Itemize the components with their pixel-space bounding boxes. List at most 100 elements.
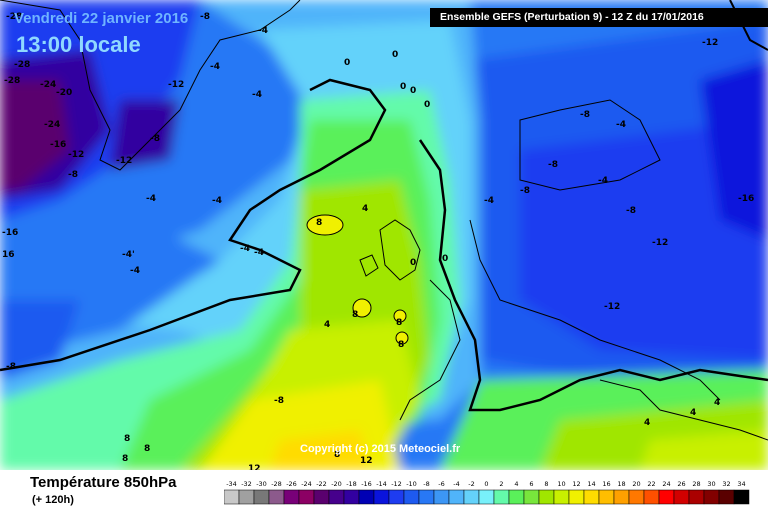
contour-label: -8 bbox=[200, 12, 210, 22]
contour-label: -4 bbox=[210, 62, 220, 72]
contour-label: 4 bbox=[690, 408, 696, 418]
scale-swatch bbox=[553, 489, 570, 505]
contour-label: 8 bbox=[122, 454, 128, 464]
contour-label: -4 bbox=[258, 26, 268, 36]
scale-swatch bbox=[283, 489, 300, 505]
contour-label: -8 bbox=[520, 186, 530, 196]
contour-label: -20 bbox=[56, 88, 72, 98]
scale-swatch bbox=[448, 489, 465, 505]
scale-tick-label: -8 bbox=[423, 480, 429, 488]
scale-swatch bbox=[688, 489, 705, 505]
scale-tick-label: -4 bbox=[453, 480, 459, 488]
contour-label: 8 bbox=[334, 450, 340, 460]
scale-tick-label: 20 bbox=[632, 480, 640, 488]
scale-tick-label: 26 bbox=[677, 480, 685, 488]
contour-label: -12 bbox=[652, 238, 668, 248]
scale-swatch bbox=[478, 489, 495, 505]
scale-tick-label: 18 bbox=[617, 480, 625, 488]
contour-label: 0 bbox=[442, 254, 448, 264]
temperature-map: -28 -8 -4 -12 -28 -24 -28 -20 -12 -4 -4 0 0 0 0 0 -24 -16… bbox=[0, 0, 768, 470]
scale-tick-label: -14 bbox=[376, 480, 387, 488]
scale-swatch bbox=[388, 489, 405, 505]
scale-tick-label: 4 bbox=[514, 480, 518, 488]
contour-label: -8 bbox=[548, 160, 558, 170]
legend-subtitle: (+ 120h) bbox=[32, 494, 74, 506]
contour-label: -8 bbox=[6, 362, 16, 372]
scale-tick-label: 12 bbox=[572, 480, 580, 488]
scale-swatch bbox=[224, 489, 240, 505]
scale-swatch bbox=[253, 489, 270, 505]
scale-tick-label: 2 bbox=[499, 480, 503, 488]
scale-swatch bbox=[433, 489, 450, 505]
contour-label: -16 bbox=[738, 194, 754, 204]
scale-tick-label: 32 bbox=[722, 480, 730, 488]
scale-swatch bbox=[403, 489, 420, 505]
contour-label: -12 bbox=[702, 38, 718, 48]
contour-label: -12 bbox=[116, 156, 132, 166]
scale-tick-label: -16 bbox=[361, 480, 372, 488]
scale-swatch bbox=[703, 489, 720, 505]
scale-tick-label: 8 bbox=[544, 480, 548, 488]
scale-tick-label: -18 bbox=[346, 480, 357, 488]
scale-tick-label: -26 bbox=[286, 480, 297, 488]
contour-label: -4 bbox=[212, 196, 222, 206]
scale-tick-label: 34 bbox=[737, 480, 745, 488]
scale-tick-label: -30 bbox=[256, 480, 267, 488]
contour-label: -4 bbox=[240, 244, 250, 254]
scale-tick-label: -6 bbox=[438, 480, 444, 488]
contour-label: -16 bbox=[2, 228, 18, 238]
scale-tick-label: -20 bbox=[331, 480, 342, 488]
scale-swatch bbox=[418, 489, 435, 505]
contour-label: -24 bbox=[40, 80, 56, 90]
scale-swatch bbox=[733, 489, 750, 505]
scale-swatch bbox=[238, 489, 255, 505]
contour-label: -8 bbox=[274, 396, 284, 406]
contour-label: -8 bbox=[150, 134, 160, 144]
contour-label: -24 bbox=[44, 120, 60, 130]
scale-swatch bbox=[598, 489, 615, 505]
model-run-banner: Ensemble GEFS (Perturbation 9) - 12 Z du… bbox=[430, 8, 768, 27]
scale-tick-label: 28 bbox=[692, 480, 700, 488]
contour-label: -28 bbox=[4, 76, 20, 86]
contour-label: 16 bbox=[2, 250, 15, 260]
contour-label: 8 bbox=[352, 310, 358, 320]
scale-swatch bbox=[583, 489, 600, 505]
scale-tick-label: -12 bbox=[391, 480, 402, 488]
scale-swatch bbox=[313, 489, 330, 505]
contour-label: -4 bbox=[484, 196, 494, 206]
color-scale: -34 -32 -30 -28 -26 -24 -22 -20 -18 -16 -14 -12 -10-… bbox=[224, 480, 750, 505]
scale-tick-label: -22 bbox=[316, 480, 327, 488]
scale-tick-label: -32 bbox=[241, 480, 252, 488]
contour-label: -8 bbox=[68, 170, 78, 180]
legend-footer: Température 850hPa (+ 120h) -34 -32 -30 -28… bbox=[0, 470, 768, 512]
contour-label: -8 bbox=[626, 206, 636, 216]
scale-tick-label: -34 bbox=[226, 480, 237, 488]
scale-tick-label: -10 bbox=[406, 480, 417, 488]
contour-label: -12 bbox=[604, 302, 620, 312]
contour-label: -4 bbox=[598, 176, 608, 186]
scale-swatch bbox=[658, 489, 675, 505]
scale-swatch bbox=[298, 489, 315, 505]
scale-tick-label: 14 bbox=[587, 480, 595, 488]
contour-label: -4 bbox=[252, 90, 262, 100]
scale-tick-label: -28 bbox=[271, 480, 282, 488]
forecast-time: 13:00 locale bbox=[16, 32, 141, 57]
scale-swatch bbox=[643, 489, 660, 505]
contour-label: -4' bbox=[122, 250, 135, 260]
contour-label: 8 bbox=[124, 434, 130, 444]
contour-label: 12 bbox=[360, 456, 373, 466]
scale-swatch bbox=[628, 489, 645, 505]
contour-label: 0 bbox=[424, 100, 430, 110]
scale-swatch bbox=[523, 489, 540, 505]
legend-title: Température 850hPa bbox=[30, 474, 177, 491]
contour-label: 4 bbox=[714, 398, 720, 408]
scale-tick-label: -24 bbox=[301, 480, 312, 488]
scale-swatch bbox=[673, 489, 690, 505]
scale-swatch bbox=[718, 489, 735, 505]
contour-label: -8 bbox=[580, 110, 590, 120]
scale-swatch bbox=[538, 489, 555, 505]
contour-label: -28 bbox=[6, 12, 22, 22]
contour-label: -4 bbox=[254, 248, 264, 258]
scale-tick-label: 22 bbox=[647, 480, 655, 488]
